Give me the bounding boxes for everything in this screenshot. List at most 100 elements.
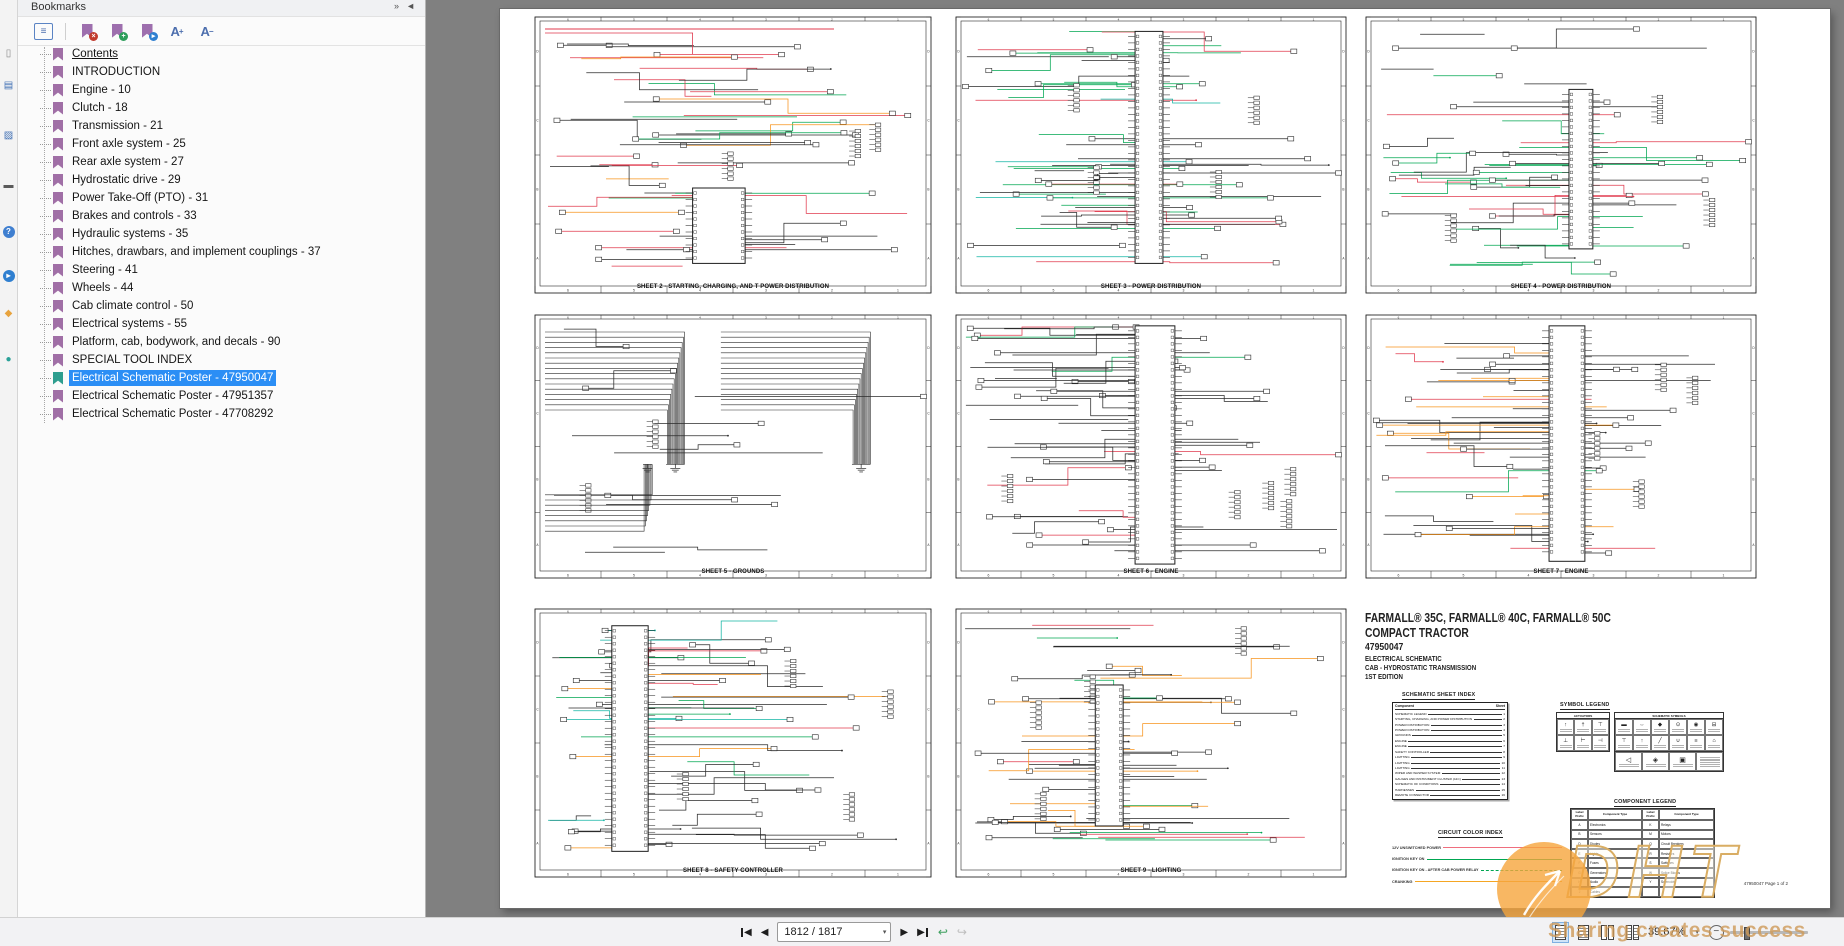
- bookmark-item[interactable]: Power Take-Off (PTO) - 31: [40, 189, 425, 207]
- continuous-view-button[interactable]: [1575, 922, 1592, 943]
- bookmark-item[interactable]: Electrical Schematic Poster - 47951357: [40, 387, 425, 405]
- bookmark-item[interactable]: Platform, cab, bodywork, and decals - 90: [40, 333, 425, 351]
- comments-icon[interactable]: ▬: [3, 180, 14, 191]
- bookmark-add-icon[interactable]: +: [108, 22, 128, 41]
- svg-text:1: 1: [897, 288, 899, 292]
- bookmark-item[interactable]: Hydraulic systems - 35: [40, 225, 425, 243]
- svg-text:2: 2: [1658, 573, 1660, 577]
- component-legend-cell: W: [1642, 867, 1659, 878]
- navigation-rail: ▯ ▤ ▨ ▬? ▸ ◆ ●: [0, 0, 18, 918]
- svg-text:B: B: [1342, 477, 1344, 481]
- bookmark-item[interactable]: SPECIAL TOOL INDEX: [40, 351, 425, 369]
- bookmark-item[interactable]: Wheels - 44: [40, 279, 425, 297]
- svg-text:5: 5: [1053, 288, 1055, 292]
- svg-text:1: 1: [1723, 288, 1725, 292]
- sheet-index-row: GAUGES AND INSTRUMENT CLUSTER (A1C) 13: [1395, 776, 1505, 781]
- tree-connector: [40, 413, 51, 415]
- svg-text:1: 1: [1313, 315, 1315, 319]
- bookmark-item[interactable]: Brakes and controls - 33: [40, 207, 425, 225]
- tree-connector: [40, 359, 51, 361]
- bookmark-options-icon[interactable]: ≡: [34, 22, 53, 40]
- zoom-slider[interactable]: [1729, 926, 1808, 940]
- schematic-sheet-9: 6 6 5 5 4 4 3 3 2 2 1 1 D D C C B B A A SHEET 9 - LIGHTING: [952, 606, 1350, 888]
- help-icon[interactable]: ?: [0, 224, 17, 240]
- component-legend-cell: Audio: [1588, 877, 1642, 888]
- page-number-input[interactable]: 1812 / 1817 ▾: [777, 922, 892, 942]
- bookmark-item[interactable]: Contents: [40, 45, 425, 63]
- next-page-button[interactable]: ▶: [900, 926, 909, 938]
- font-decrease-icon[interactable]: A −: [200, 23, 214, 39]
- bookmark-item[interactable]: Transmission - 21: [40, 117, 425, 135]
- bookmark-flag-icon: [53, 191, 63, 205]
- bookmark-delete-icon[interactable]: ×: [78, 22, 98, 41]
- svg-text:2: 2: [831, 609, 833, 613]
- svg-text:A: A: [536, 257, 539, 261]
- bookmark-item[interactable]: Hitches, drawbars, and implement couplin…: [40, 243, 425, 261]
- comment-dot-icon[interactable]: ●: [5, 354, 12, 365]
- single-page-view-button[interactable]: [1552, 921, 1569, 943]
- bookmark-item[interactable]: Hydrostatic drive - 29: [40, 171, 425, 189]
- bookmark-item[interactable]: Steering - 41: [40, 261, 425, 279]
- bookmark-item[interactable]: Rear axle system - 27: [40, 153, 425, 171]
- bookmark-item[interactable]: Front axle system - 25: [40, 135, 425, 153]
- zoom-slider-handle[interactable]: [1743, 926, 1750, 940]
- svg-text:1: 1: [1313, 872, 1315, 876]
- zoom-dropdown-icon[interactable]: ▾: [1695, 929, 1699, 936]
- svg-text:5: 5: [633, 17, 635, 21]
- expand-panels-icon[interactable]: »: [393, 1, 399, 11]
- last-page-button[interactable]: ▶: [917, 927, 929, 938]
- svg-text:C: C: [536, 708, 539, 712]
- zoom-out-button[interactable]: −: [1708, 924, 1724, 940]
- pdf-page[interactable]: 6 6 5 5 4 4 3 3 2 2 1 1 D D C C B B A A SHEET 2 - STARTING, …: [500, 9, 1830, 908]
- bookmark-flag-icon: [53, 155, 63, 169]
- bookmark-item[interactable]: INTRODUCTION: [40, 63, 425, 81]
- sheet-index-table: Component Sheet SCHEMATIC LEGEND 1 STARTING,…: [1392, 702, 1508, 801]
- svg-text:2: 2: [1248, 609, 1250, 613]
- schematic-symbols-title: SCHEMATIC SYMBOLS: [1614, 712, 1724, 719]
- schematic-symbol-icon: ≡: [1687, 735, 1705, 751]
- facing-view-button[interactable]: [1598, 922, 1617, 943]
- svg-text:6: 6: [988, 609, 990, 613]
- component-legend-cell: F: [1571, 858, 1588, 868]
- svg-text:C: C: [536, 412, 539, 416]
- bookmark-flag-icon: [53, 245, 63, 259]
- pages-icon[interactable]: ▯: [5, 48, 12, 59]
- bookmark-item[interactable]: Electrical Schematic Poster - 47950047: [40, 369, 425, 387]
- svg-text:B: B: [957, 775, 959, 779]
- svg-text:A: A: [536, 543, 539, 547]
- component-legend-cell: Switches: [1659, 858, 1714, 868]
- collapse-panel-icon[interactable]: ◄: [406, 1, 415, 11]
- bookmark-item[interactable]: Cab climate control - 50: [40, 297, 425, 315]
- bookmarks-tab-icon[interactable]: ▤: [3, 80, 14, 91]
- previous-page-button[interactable]: ◀: [760, 926, 769, 938]
- svg-text:4: 4: [1118, 609, 1120, 613]
- symbol-caption-cell: [1696, 752, 1723, 771]
- first-page-button[interactable]: ◀: [740, 927, 752, 938]
- bookmark-label: Brakes and controls - 33: [72, 210, 197, 222]
- svg-text:5: 5: [1463, 315, 1465, 319]
- bookmark-item[interactable]: Electrical systems - 55: [40, 315, 425, 333]
- poster-title: FARMALL® 35C, FARMALL® 40C, FARMALL® 50C…: [1365, 611, 1665, 681]
- component-legend-cell: Generators: [1588, 867, 1642, 878]
- highlight-icon[interactable]: ◆: [4, 308, 13, 319]
- font-increase-icon[interactable]: A +: [170, 23, 184, 39]
- circuit-color-swatch: [1481, 869, 1562, 871]
- sheet-index-row: LIGHTING 10: [1395, 760, 1505, 765]
- zoom-level[interactable]: 39.67%: [1648, 926, 1686, 938]
- previous-view-button[interactable]: ↩: [937, 925, 948, 939]
- next-view-button[interactable]: ↪: [956, 925, 967, 939]
- bookmark-goto-icon[interactable]: ▸: [138, 22, 158, 41]
- info-icon[interactable]: ▸: [0, 268, 17, 284]
- document-area[interactable]: 6 6 5 5 4 4 3 3 2 2 1 1 D D C C B B A A SHEET 2 - STARTING, …: [426, 0, 1844, 918]
- page-dropdown-icon[interactable]: ▾: [882, 929, 887, 936]
- bookmark-item[interactable]: Electrical Schematic Poster - 47708292: [40, 405, 425, 423]
- svg-text:4: 4: [1528, 315, 1530, 319]
- bookmark-item[interactable]: Clutch - 18: [40, 99, 425, 117]
- svg-text:D: D: [957, 346, 960, 350]
- layers-icon[interactable]: ▨: [3, 130, 14, 141]
- bookmark-label: Electrical Schematic Poster - 47708292: [72, 408, 274, 420]
- bookmark-item[interactable]: Engine - 10: [40, 81, 425, 99]
- continuous-facing-view-button[interactable]: [1623, 922, 1642, 943]
- svg-text:C: C: [927, 119, 930, 123]
- toolbar-separator: [65, 22, 66, 40]
